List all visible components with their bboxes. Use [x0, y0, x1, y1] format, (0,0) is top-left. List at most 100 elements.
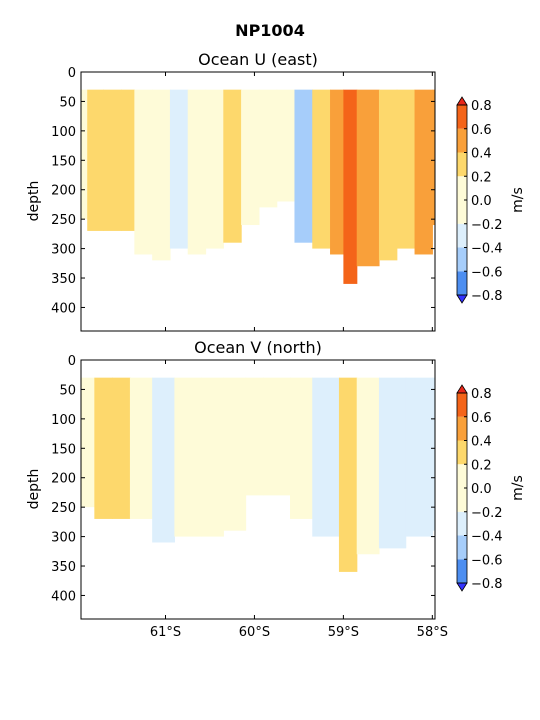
y-tick-label: 250: [51, 501, 76, 516]
data-column: [205, 89, 224, 249]
colorbar-segment: [457, 200, 467, 224]
data-column: [152, 89, 171, 261]
colorbar-segment: [457, 152, 467, 177]
plot-frame: [80, 71, 436, 332]
data-column: [223, 377, 247, 531]
data-column: [223, 89, 242, 243]
y-tick-label: 350: [51, 560, 76, 575]
colorbar-v: −0.8 −0.6 −0.4 −0.2 0.0 0.2 0.4 0.6 0.8 m/s: [456, 384, 526, 592]
data-column: [129, 377, 153, 519]
colorbar-tick-label: 0.6: [471, 411, 492, 426]
colorbar-unit-label: m/s: [510, 475, 526, 501]
data-column: [414, 89, 433, 255]
colorbar-extend-low: [456, 582, 468, 592]
data-column: [81, 377, 95, 508]
data-column: [290, 377, 313, 519]
data-column: [169, 89, 189, 249]
data-column: [112, 377, 131, 519]
data-column: [378, 89, 398, 261]
y-tick-label: 100: [51, 125, 76, 140]
y-tick-label: 150: [51, 154, 76, 169]
data-column: [294, 89, 313, 243]
y-tick-label: 100: [51, 413, 76, 428]
x-tick-label: 59°S: [328, 625, 359, 640]
plot-area-u: [80, 71, 436, 332]
colorbar-segment: [457, 247, 467, 272]
data-column: [378, 377, 407, 549]
y-tick-label: 0: [68, 66, 76, 81]
colorbar-tick-label: −0.2: [471, 506, 503, 521]
data-column: [330, 89, 344, 255]
colorbar-tick-label: −0.6: [471, 553, 503, 568]
data-column: [94, 377, 113, 519]
colorbar-segment: [457, 416, 467, 441]
colorbar-tick-label: −0.2: [471, 218, 503, 233]
data-column: [245, 377, 264, 496]
colorbar-segment: [457, 559, 467, 583]
data-column: [201, 377, 224, 537]
data-column: [81, 89, 88, 220]
y-axis-label-v: depth: [26, 469, 42, 510]
colorbar-tick-label: −0.4: [471, 530, 503, 545]
data-column: [121, 89, 135, 231]
colorbar-tick-label: 0.6: [471, 123, 492, 138]
y-tick-label: 0: [68, 354, 76, 369]
panel-title-u: Ocean U (east): [198, 50, 318, 69]
colorbar-segment: [457, 535, 467, 560]
data-column: [263, 377, 291, 496]
y-axis-label-u: depth: [26, 181, 42, 222]
plot-area-v: [80, 359, 436, 620]
colorbar-segment: [457, 105, 467, 129]
data-column: [134, 89, 153, 255]
y-axis-u: 0 50 100 150 200 250 300 350 400: [51, 66, 435, 316]
data-column: [356, 89, 380, 267]
data-column: [276, 89, 296, 202]
colorbar-segment: [457, 464, 467, 488]
figure-title: NP1004: [235, 21, 305, 40]
plot-frame: [80, 359, 436, 620]
y-tick-label: 200: [51, 472, 76, 487]
data-column: [432, 89, 435, 226]
y-tick-label: 50: [59, 383, 76, 398]
colorbar-segment: [457, 511, 467, 536]
y-tick-label: 50: [59, 95, 76, 110]
data-column: [356, 377, 380, 555]
colorbar-tick-label: −0.8: [471, 577, 503, 592]
colorbar-segment: [457, 176, 467, 200]
data-column: [241, 89, 260, 226]
y-tick-label: 200: [51, 184, 76, 199]
y-tick-label: 250: [51, 213, 76, 228]
panel-ocean-v: Ocean V (north) 0 50 100 150 200 250 300 350 400…: [26, 338, 526, 640]
data-column: [338, 377, 358, 572]
colorbar-tick-label: −0.8: [471, 289, 503, 304]
data-column: [432, 377, 435, 531]
data-column: [103, 89, 122, 231]
panel-title-v: Ocean V (north): [194, 338, 322, 357]
colorbar-u: −0.8 −0.6 −0.4 −0.2 0.0 0.2 0.4 0.6 0.8 m/s: [456, 96, 526, 304]
data-column: [405, 377, 433, 537]
colorbar-tick-label: 0.2: [471, 170, 492, 185]
colorbar-extend-high: [456, 96, 468, 106]
y-axis-v: 0 50 100 150 200 250 300 350 400: [51, 354, 435, 604]
colorbar-unit-label: m/s: [510, 187, 526, 213]
x-axis-v: 61°S 60°S 59°S 58°S: [150, 360, 448, 640]
colorbar-extend-low: [456, 294, 468, 304]
x-tick-label: 61°S: [150, 625, 181, 640]
y-tick-label: 400: [51, 301, 76, 316]
data-column: [343, 89, 358, 284]
panel-ocean-u: Ocean U (east) 050100150200250300350400 …: [26, 50, 526, 332]
colorbar-tick-label: 0.8: [471, 99, 492, 114]
data-column: [174, 377, 202, 537]
colorbar-segment: [457, 488, 467, 512]
colorbar-tick-label: 0.2: [471, 458, 492, 473]
y-tick-label: 300: [51, 243, 76, 258]
y-tick-label: 350: [51, 272, 76, 287]
colorbar-segment: [457, 128, 467, 153]
data-column: [87, 89, 104, 231]
data-column: [312, 377, 340, 537]
data-column: [396, 89, 416, 249]
data-column: [187, 89, 207, 255]
colorbar-extend-high: [456, 384, 468, 394]
colorbar-tick-label: −0.4: [471, 242, 503, 257]
